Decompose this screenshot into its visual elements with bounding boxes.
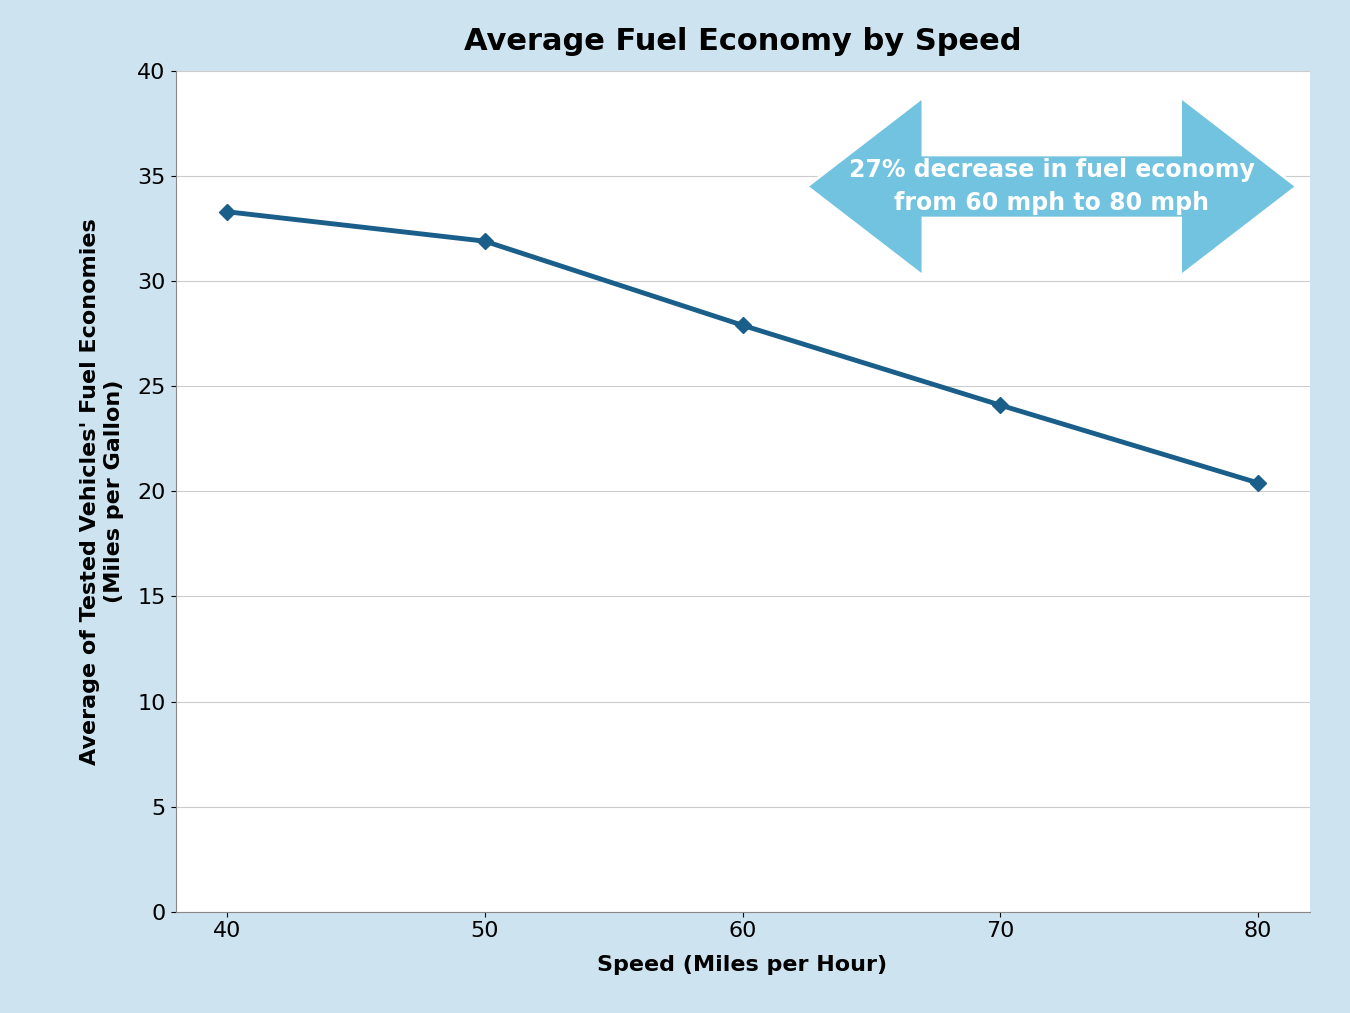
Polygon shape [807,97,1296,276]
Y-axis label: Average of Tested Vehicles' Fuel Economies
(Miles per Gallon): Average of Tested Vehicles' Fuel Economi… [80,218,123,765]
Title: Average Fuel Economy by Speed: Average Fuel Economy by Speed [464,27,1021,56]
Text: 27% decrease in fuel economy
from 60 mph to 80 mph: 27% decrease in fuel economy from 60 mph… [849,158,1254,216]
X-axis label: Speed (Miles per Hour): Speed (Miles per Hour) [598,955,887,976]
